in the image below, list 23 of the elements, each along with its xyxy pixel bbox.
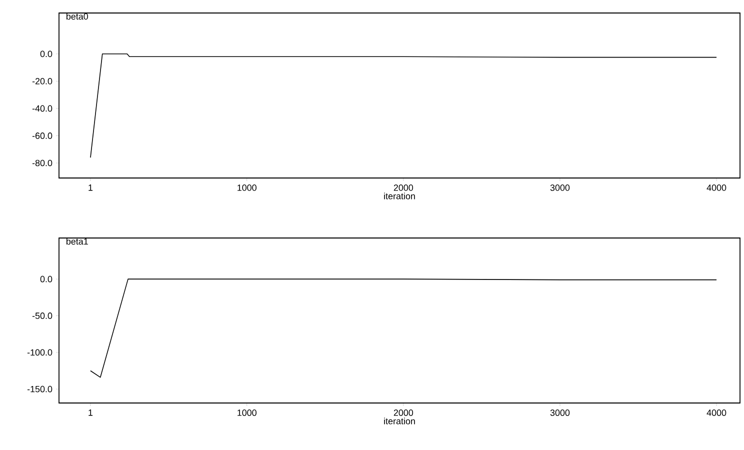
y-tick-label: -80.0: [32, 160, 52, 166]
y-tick-label: -60.0: [32, 132, 52, 139]
x-tick-label: 1000: [238, 184, 256, 191]
x-axis-title: iteration: [384, 418, 415, 424]
y-tick-label: -40.0: [32, 105, 52, 112]
x-tick-label: 2000: [394, 410, 414, 416]
chart-title: beta1: [66, 238, 88, 245]
y-tick-label: 0.0: [40, 50, 52, 58]
y-tick-label: -50.0: [32, 312, 52, 319]
y-tick-label: 0.0: [40, 276, 52, 282]
y-tick-label: -20.0: [32, 78, 52, 84]
x-tick-label: 3000: [550, 184, 570, 191]
x-tick-label: 2000: [394, 184, 414, 191]
x-tick-label: 3000: [550, 410, 570, 416]
x-tick-label: 1000: [238, 410, 256, 416]
x-tick-label: 1: [88, 184, 93, 191]
chart-title: beta0: [66, 13, 88, 20]
x-tick-label: 4000: [706, 410, 726, 416]
x-axis-title: iteration: [384, 192, 415, 200]
y-tick-label: -150.0: [27, 386, 52, 392]
x-tick-label: 1: [88, 410, 93, 416]
x-tick-label: 4000: [706, 184, 726, 191]
y-tick-label: -100.0: [27, 349, 52, 356]
